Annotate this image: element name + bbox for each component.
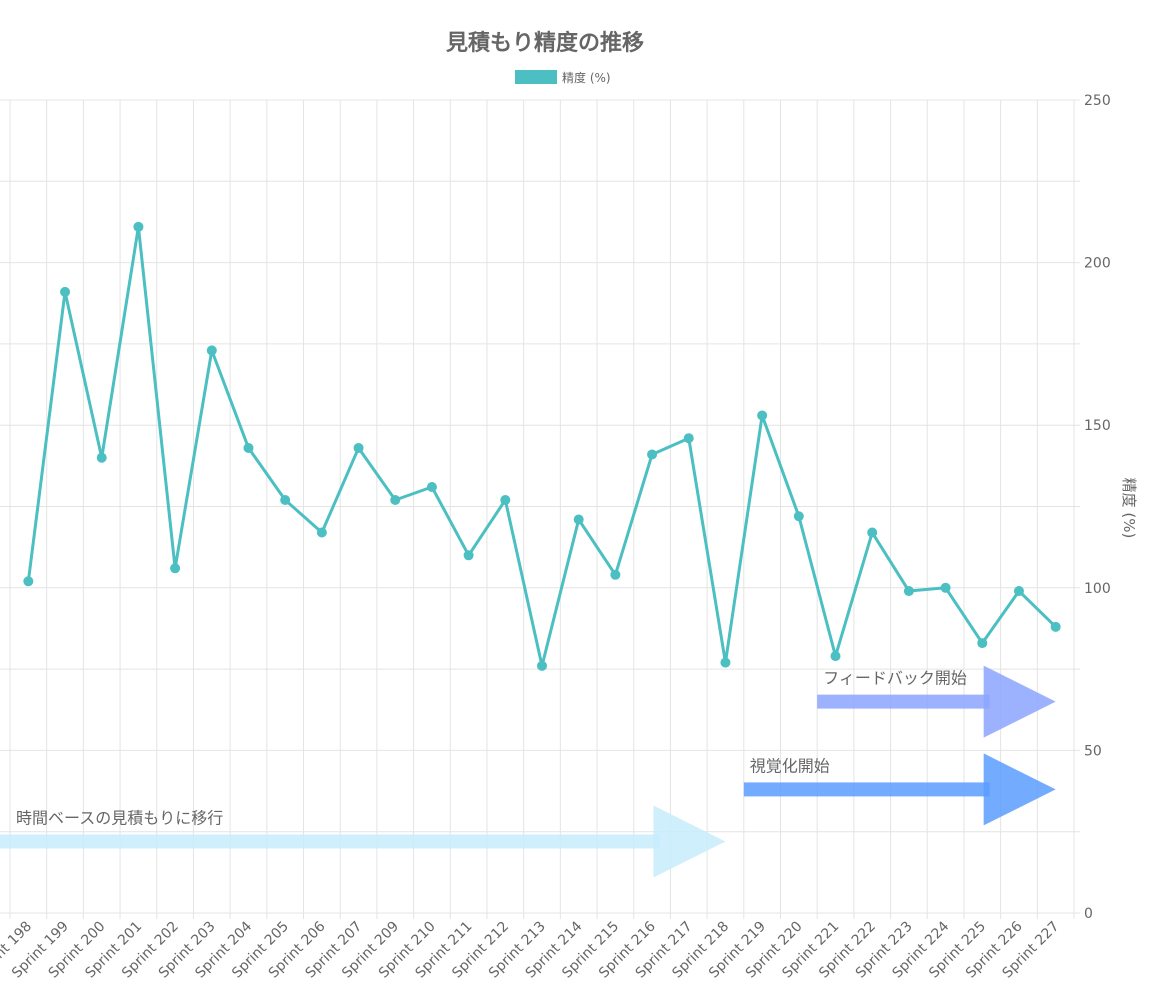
y-tick-label: 250 bbox=[1084, 93, 1111, 109]
y-tick-label: 200 bbox=[1084, 256, 1111, 272]
data-point[interactable] bbox=[977, 638, 988, 649]
annotation-arrow-shaft bbox=[817, 694, 990, 709]
annotation-label: 視覚化開始 bbox=[750, 756, 830, 775]
data-point[interactable] bbox=[133, 221, 144, 232]
data-point[interactable] bbox=[316, 527, 327, 538]
y-axis-title: 精度 (%) bbox=[1120, 478, 1138, 539]
annotation-label: フィードバック開始 bbox=[823, 669, 967, 688]
data-point[interactable] bbox=[647, 449, 658, 460]
data-point[interactable] bbox=[353, 442, 364, 453]
y-tick-label: 100 bbox=[1084, 581, 1111, 597]
data-point[interactable] bbox=[573, 514, 584, 525]
y-tick-label: 0 bbox=[1084, 906, 1093, 922]
data-point[interactable] bbox=[96, 452, 107, 463]
data-point[interactable] bbox=[720, 657, 731, 668]
y-tick-label: 150 bbox=[1084, 418, 1111, 434]
series-line bbox=[26, 225, 1057, 668]
data-point[interactable] bbox=[170, 563, 181, 574]
y-tick-label: 50 bbox=[1084, 743, 1102, 759]
data-point[interactable] bbox=[940, 582, 951, 593]
data-point[interactable] bbox=[793, 511, 804, 522]
data-point[interactable] bbox=[23, 576, 34, 587]
annotation-arrow-head bbox=[983, 665, 1056, 738]
data-point[interactable] bbox=[1050, 621, 1061, 632]
data-point[interactable] bbox=[757, 410, 768, 421]
chart-title: 見積もり精度の推移 bbox=[446, 30, 644, 56]
data-point[interactable] bbox=[280, 494, 291, 505]
annotation-arrow-shaft bbox=[743, 782, 990, 797]
data-point[interactable] bbox=[867, 527, 878, 538]
data-point[interactable] bbox=[500, 494, 511, 505]
data-point[interactable] bbox=[537, 660, 547, 671]
legend-swatch bbox=[515, 70, 557, 84]
data-point[interactable] bbox=[243, 442, 254, 453]
data-point[interactable] bbox=[463, 550, 474, 561]
legend-label: 精度 (%) bbox=[562, 70, 611, 85]
data-point[interactable] bbox=[206, 345, 217, 356]
annotations: 時間ベースの見積もりに移行 視覚化開始 フィードバック開始 bbox=[0, 665, 1056, 878]
legend[interactable]: 精度 (%) bbox=[515, 70, 611, 85]
data-point[interactable] bbox=[60, 286, 71, 297]
annotation-arrow-shaft bbox=[0, 834, 660, 849]
annotation-arrow-head bbox=[983, 753, 1056, 826]
data-point[interactable] bbox=[903, 586, 914, 597]
annotation-arrow-head bbox=[653, 805, 726, 878]
data-point[interactable] bbox=[390, 494, 401, 505]
y-axis: 0 50 100 150 200 250 bbox=[1084, 93, 1111, 922]
data-point[interactable] bbox=[683, 433, 694, 444]
data-point[interactable] bbox=[830, 651, 841, 662]
data-point[interactable] bbox=[426, 481, 437, 492]
data-point[interactable] bbox=[1013, 586, 1024, 597]
series-accuracy bbox=[23, 221, 1061, 671]
annotation-label: 時間ベースの見積もりに移行 bbox=[16, 808, 223, 827]
data-point[interactable] bbox=[610, 569, 621, 580]
